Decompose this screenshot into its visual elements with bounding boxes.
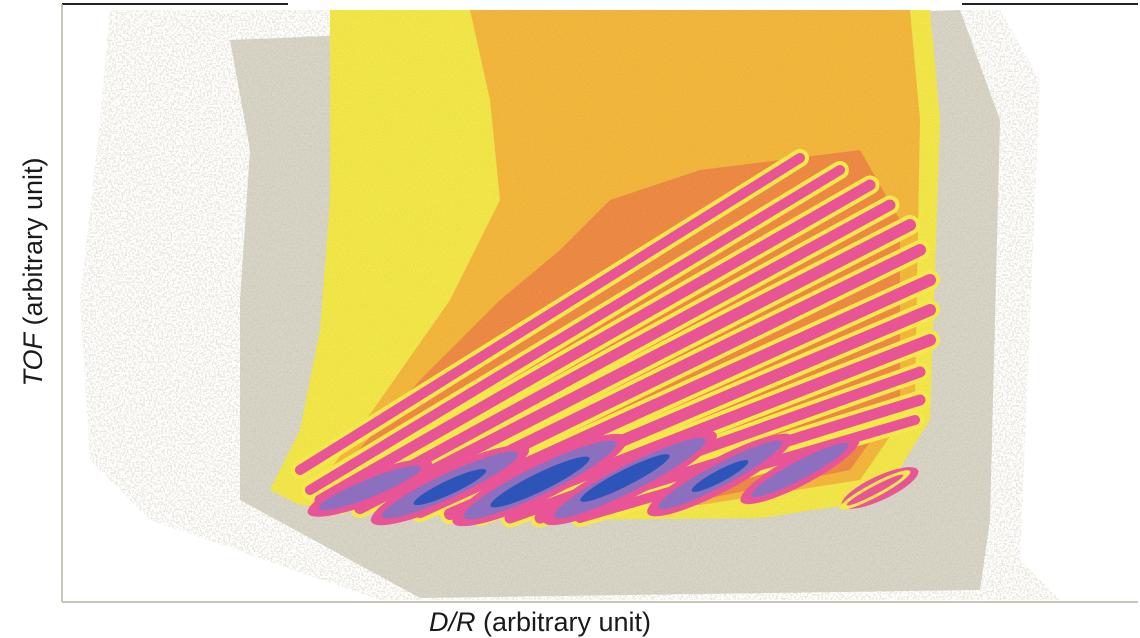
island-high — [846, 474, 904, 506]
x-axis-label: D/R (arbitrary unit) — [429, 607, 651, 637]
band-very-high-1 — [318, 465, 422, 511]
band-peak-4 — [691, 460, 749, 492]
stripe-high-2 — [305, 165, 845, 495]
stripe-high-4 — [334, 199, 896, 511]
y-axis-label-rest: (arbitrary unit) — [18, 157, 48, 333]
stripe-high-3 — [314, 179, 876, 506]
stripe-high-1 — [295, 153, 805, 475]
band-very-high-6 — [751, 442, 849, 498]
band-peak-1 — [413, 468, 487, 506]
x-axis-label-rest: (arbitrary unit) — [475, 607, 651, 637]
heatmap-density — [80, 10, 1060, 600]
band-peak-3 — [580, 454, 670, 502]
band-peak-2 — [490, 456, 590, 508]
y-axis-label-italic: TOF — [18, 332, 48, 387]
stripe-high-5 — [354, 219, 916, 514]
x-axis-label-italic: D/R — [429, 607, 476, 637]
y-axis-label: TOF (arbitrary unit) — [18, 157, 48, 386]
